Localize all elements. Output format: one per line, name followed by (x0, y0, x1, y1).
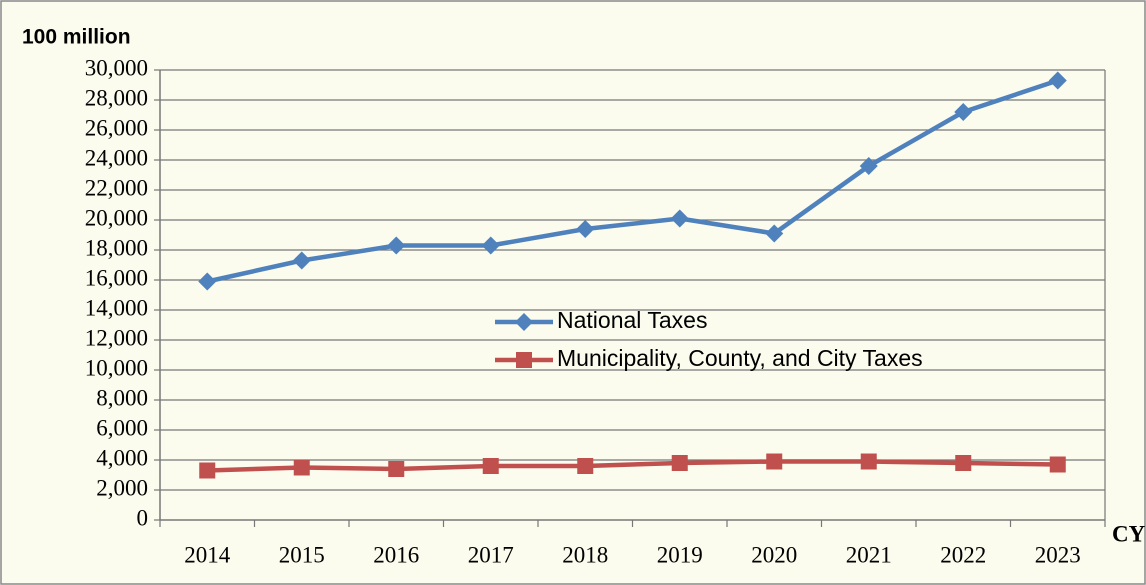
marker (955, 455, 972, 471)
marker (860, 453, 877, 470)
x-tick-label: 2020 (751, 542, 797, 567)
x-tick-label: 2017 (468, 542, 514, 567)
marker (515, 313, 533, 331)
y-tick-label: 6,000 (96, 415, 148, 440)
y-tick-label: 22,000 (85, 175, 148, 200)
y-tick-label: 26,000 (85, 115, 148, 140)
y-tick-label: 30,000 (85, 55, 148, 80)
marker (766, 453, 783, 470)
y-tick-label: 20,000 (85, 205, 148, 230)
y-tick-label: 10,000 (85, 355, 148, 380)
y-tick-label: 28,000 (85, 85, 148, 110)
y-tick-label: 18,000 (85, 235, 148, 260)
series-line (206, 78, 1059, 284)
marker (670, 209, 689, 228)
marker (292, 251, 311, 270)
x-tick-label: 2023 (1035, 542, 1081, 567)
marker (671, 455, 688, 471)
marker (1048, 71, 1067, 90)
y-tick-label: 16,000 (85, 265, 148, 290)
marker (1049, 456, 1066, 473)
y-axis-label: 100 million (22, 26, 131, 49)
y-tick-label: 4,000 (96, 445, 148, 470)
marker (859, 157, 878, 175)
x-axis-label: CY (1112, 521, 1146, 546)
x-tick-label: 2014 (184, 542, 231, 567)
y-tick-label: 12,000 (85, 325, 148, 350)
y-tick-label: 2,000 (96, 475, 148, 500)
marker (387, 236, 406, 255)
x-tick-label: 2016 (373, 542, 419, 567)
x-tick-label: 2015 (279, 542, 325, 567)
marker (577, 458, 594, 474)
x-tick-label: 2022 (940, 542, 986, 567)
marker (516, 352, 532, 368)
marker (293, 459, 310, 476)
marker (765, 224, 784, 243)
marker (199, 462, 216, 479)
legend-label: Municipality, County, and City Taxes (557, 345, 923, 371)
y-tick-label: 8,000 (96, 385, 148, 410)
marker (481, 236, 500, 255)
x-tick-label: 2019 (657, 542, 703, 567)
x-tick-label: 2018 (562, 542, 608, 567)
series-line (207, 459, 1058, 473)
legend-label: National Taxes (557, 307, 707, 333)
marker (576, 220, 595, 238)
y-tick-label: 0 (137, 505, 149, 530)
y-tick-label: 24,000 (85, 145, 148, 170)
x-tick-label: 2021 (846, 542, 892, 567)
marker (954, 103, 973, 121)
marker (482, 458, 499, 474)
marker (198, 272, 217, 291)
y-tick-label: 14,000 (85, 295, 148, 320)
marker (388, 461, 405, 477)
